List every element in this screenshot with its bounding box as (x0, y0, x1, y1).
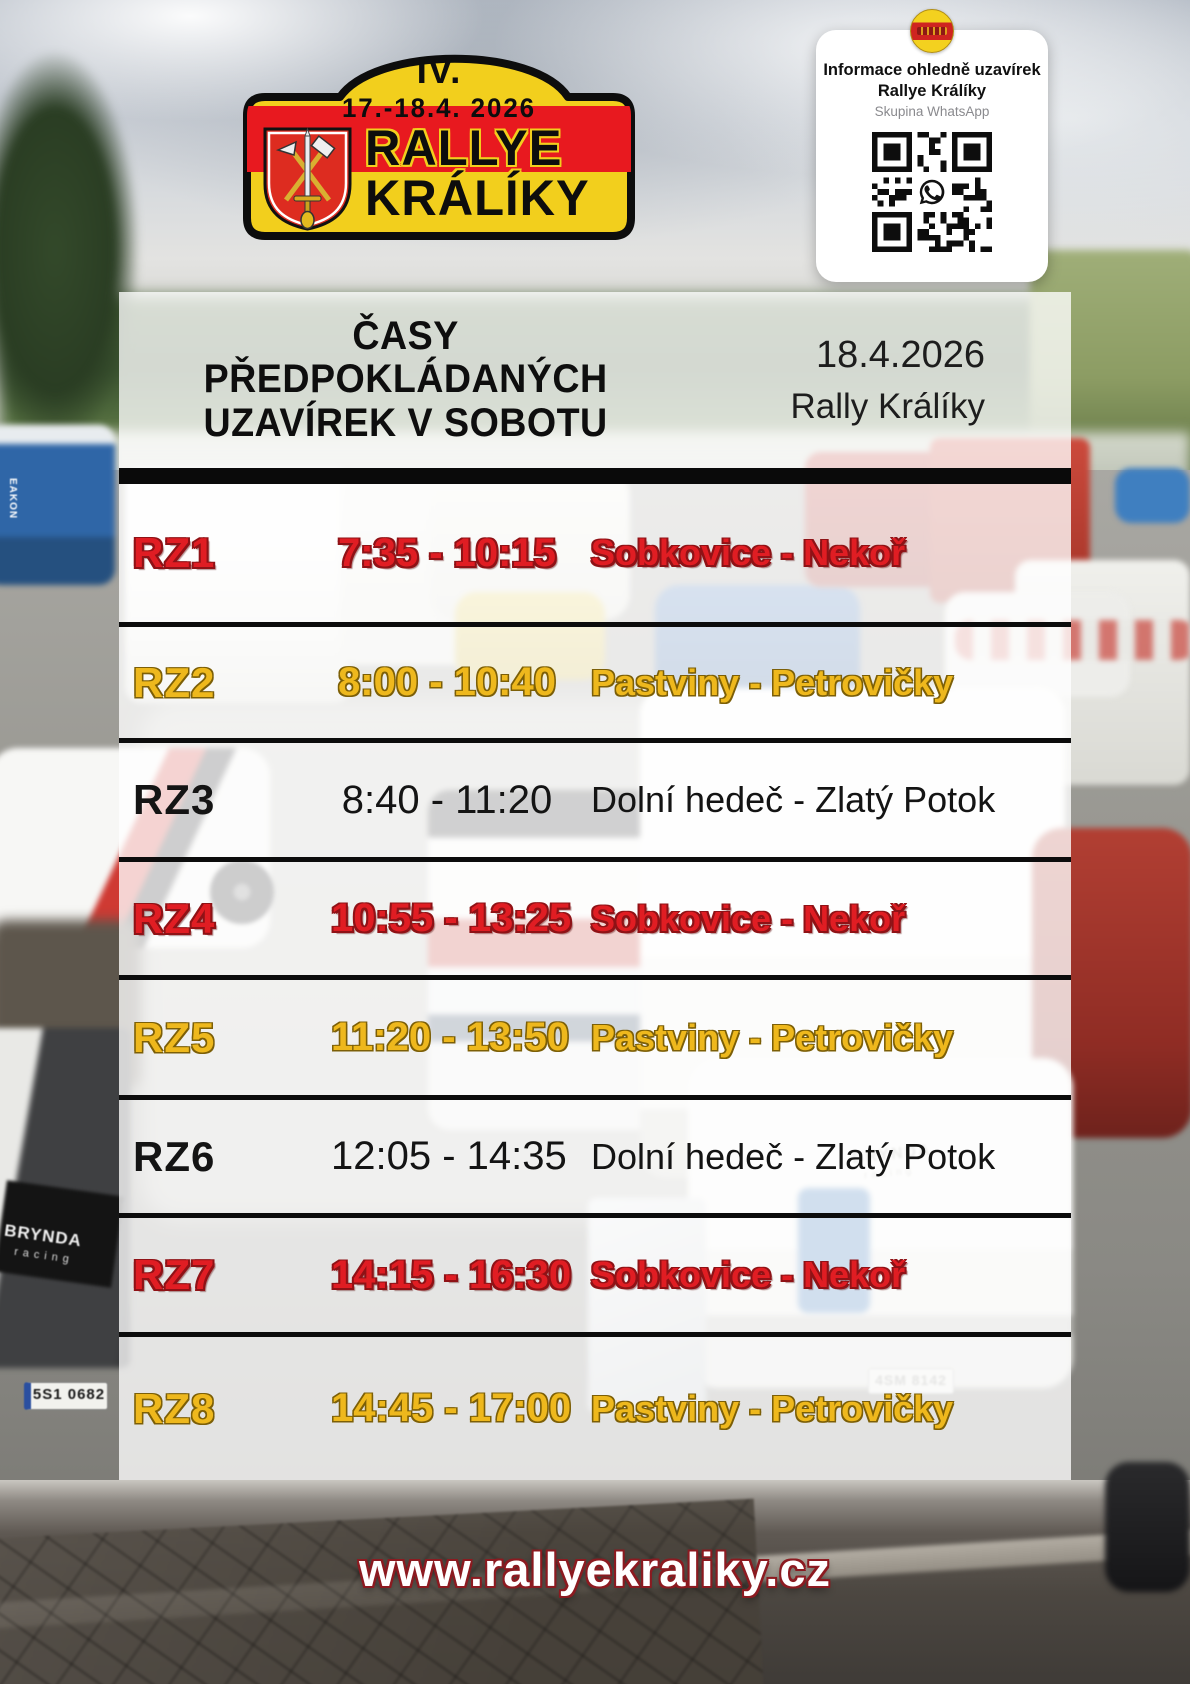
rally-logo-avatar (910, 9, 954, 53)
schedule-row: RZ2 8:00 - 10:40 Pastviny - Petrovičky (119, 622, 1071, 738)
whatsapp-group-card: Informace ohledně uzavírek Rallye Králík… (816, 9, 1048, 282)
panel-title: ČASY PŘEDPOKLÁDANÝCH UZAVÍREK V SOBOTU (135, 315, 638, 445)
panel-title-line2: UZAVÍREK V SOBOTU (203, 400, 608, 445)
stage-label: RZ1 (133, 529, 216, 576)
schedule-table: RZ1 7:35 - 10:15 Sobkovice - Nekoř RZ2 8… (119, 484, 1071, 1480)
stage-section: Sobkovice - Nekoř (591, 897, 906, 939)
stage-section: Pastviny - Petrovičky (591, 1016, 954, 1058)
event-name: Rally Králíky (790, 386, 985, 426)
stage-section: Pastviny - Petrovičky (591, 1387, 954, 1429)
plate-name-line1: RALLYE (365, 120, 563, 176)
bus-logo-text: EAKON (7, 478, 18, 520)
closure-time: 8:00 - 10:40 (338, 660, 556, 704)
stage-label: RZ6 (133, 1132, 216, 1180)
stage-label: RZ2 (133, 658, 216, 706)
schedule-row: RZ6 12:05 - 14:35 Dolní hedeč - Zlatý Po… (119, 1095, 1071, 1213)
closure-time: 7:35 - 10:15 (338, 530, 556, 575)
forest-left (0, 50, 140, 450)
card-subtitle: Skupina WhatsApp (874, 104, 990, 120)
schedule-panel: ČASY PŘEDPOKLÁDANÝCH UZAVÍREK V SOBOTU 1… (119, 292, 1071, 1480)
closure-time: 14:15 - 16:30 (331, 1252, 572, 1297)
stage-section: Sobkovice - Nekoř (591, 1254, 906, 1295)
wheel (1105, 1462, 1190, 1592)
whatsapp-icon (912, 172, 952, 213)
stage-label: RZ7 (133, 1251, 216, 1298)
plate-name-line2: KRÁLÍKY (365, 170, 590, 226)
card-title-line2: Rallye Králíky (877, 81, 987, 100)
schedule-row: RZ8 14:45 - 17:00 Pastviny - Petrovičky (119, 1332, 1071, 1480)
rally-plate-logo: IV. 17.-18.4. 2026 RALLYE KRÁLÍKY (243, 40, 635, 240)
stage-label: RZ3 (133, 776, 216, 823)
plate-edition: IV. (416, 50, 462, 91)
stage-section: Dolní hedeč - Zlatý Potok (591, 1135, 996, 1177)
schedule-row: RZ7 14:15 - 16:30 Sobkovice - Nekoř (119, 1213, 1071, 1332)
kraliky-coat-of-arms (263, 127, 352, 231)
qr-code-grid (872, 132, 992, 253)
photo-tent-shape (1115, 468, 1190, 523)
qr-code (872, 132, 992, 253)
schedule-row: RZ5 11:20 - 13:50 Pastviny - Petrovičky (119, 975, 1071, 1095)
stage-label: RZ4 (133, 894, 216, 942)
closure-time: 8:40 - 11:20 (341, 777, 553, 822)
divider-bar (119, 468, 1071, 484)
panel-header: ČASY PŘEDPOKLÁDANÝCH UZAVÍREK V SOBOTU 1… (119, 292, 1071, 468)
stage-label: RZ5 (133, 1013, 216, 1061)
closure-time: 11:20 - 13:50 (331, 1015, 569, 1059)
closure-time: 10:55 - 13:25 (331, 896, 572, 940)
license-plate: 5S1 0682 (24, 1382, 108, 1410)
schedule-row: RZ3 8:40 - 11:20 Dolní hedeč - Zlatý Pot… (119, 738, 1071, 857)
panel-date-block: 18.4.2026 Rally Králíky (655, 334, 1071, 427)
schedule-row: RZ4 10:55 - 13:25 Sobkovice - Nekoř (119, 857, 1071, 975)
stage-section: Dolní hedeč - Zlatý Potok (591, 779, 996, 820)
stage-section: Sobkovice - Nekoř (591, 532, 906, 573)
plate-dates: 17.-18.4. 2026 (341, 93, 537, 123)
website-url: www.rallyekraliky.cz (359, 1543, 831, 1596)
closure-time: 12:05 - 14:35 (331, 1134, 567, 1178)
card-title-line1: Informace ohledně uzavírek (823, 61, 1041, 79)
stage-label: RZ8 (133, 1384, 216, 1432)
closure-time: 14:45 - 17:00 (331, 1386, 572, 1430)
panel-title-line1: ČASY PŘEDPOKLÁDANÝCH (203, 314, 608, 402)
schedule-row: RZ1 7:35 - 10:15 Sobkovice - Nekoř (119, 484, 1071, 622)
photo-vehicle-shape (0, 425, 115, 585)
event-date: 18.4.2026 (815, 333, 985, 376)
stage-section: Pastviny - Petrovičky (591, 661, 954, 703)
